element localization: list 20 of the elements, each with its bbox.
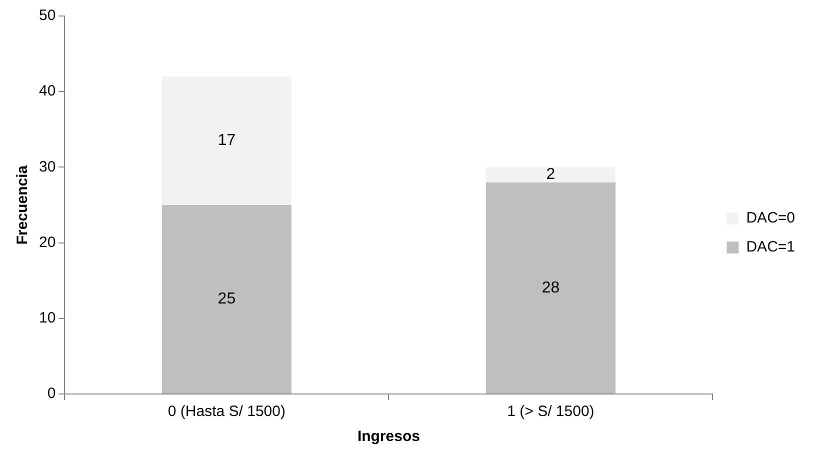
legend-label: DAC=1: [746, 238, 796, 256]
y-tick-label: 20: [38, 234, 56, 251]
y-tick-label: 10: [38, 310, 56, 327]
y-tick-label: 0: [47, 385, 56, 402]
bar: [486, 167, 616, 182]
bar: [162, 76, 292, 205]
y-axis-title: Frecuencia: [14, 164, 32, 245]
x-axis-title: Ingresos: [357, 428, 420, 446]
data-label: 17: [218, 132, 236, 150]
x-tick-label: 0 (Hasta S/ 1500): [168, 403, 286, 420]
bar: [486, 182, 616, 394]
bar: [162, 205, 292, 394]
data-label: 28: [542, 279, 560, 296]
legend-label: DAC=0: [746, 210, 796, 227]
data-label: 25: [218, 290, 236, 308]
data-label: 2: [546, 166, 556, 184]
x-tick-label: 1 (> S/ 1500): [507, 403, 594, 420]
y-tick-label: 30: [38, 158, 56, 176]
y-tick-label: 50: [38, 7, 56, 24]
y-tick-label: 40: [38, 82, 56, 100]
